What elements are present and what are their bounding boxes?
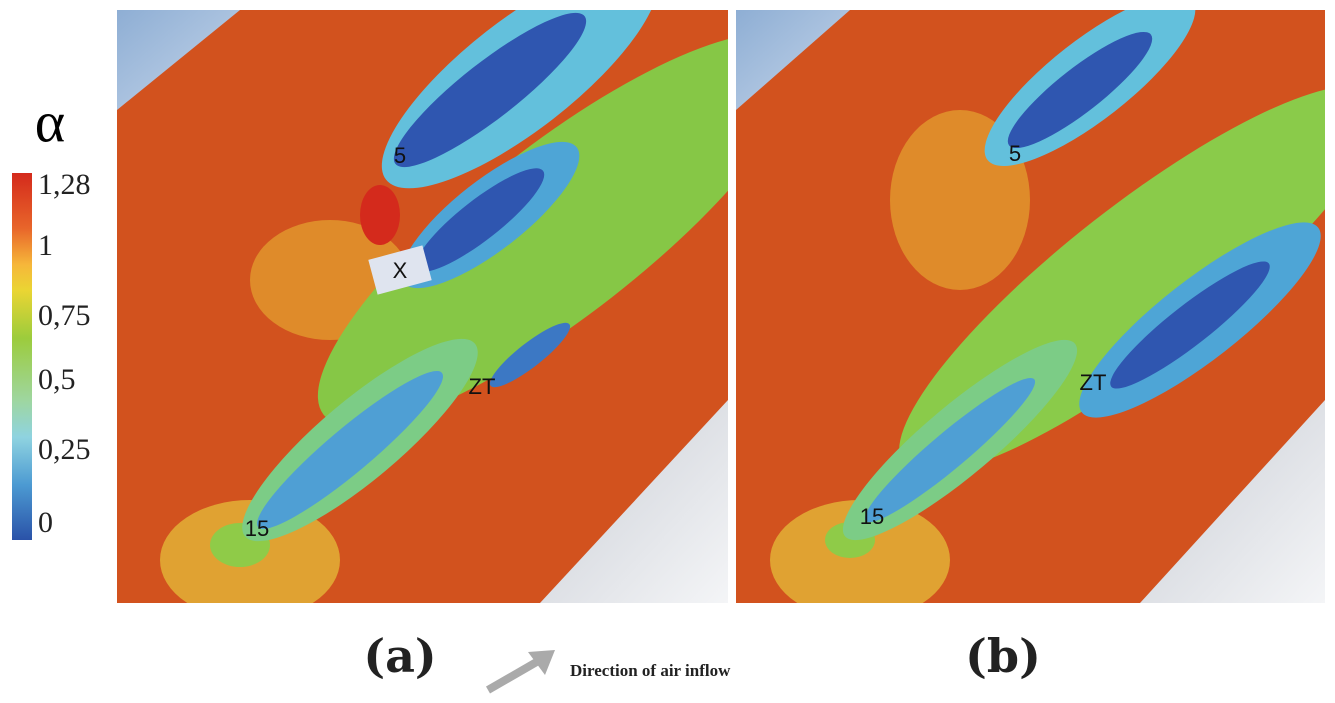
legend-tick: 0,25 (38, 433, 91, 466)
panel-label: (b) (965, 629, 1041, 683)
building-label: 15 (245, 516, 269, 541)
figure: α 1,28 1 0,75 0,5 0,25 0 5 X ZT 15 5 ZT … (0, 0, 1335, 698)
inflow-arrow (488, 660, 540, 690)
color-bar (12, 173, 32, 540)
building-label: 5 (394, 143, 406, 168)
legend-tick: 0 (38, 506, 53, 539)
arrow-caption: Direction of air inflow (570, 661, 731, 680)
legend-symbol: α (35, 89, 65, 154)
building-label: 15 (860, 504, 884, 529)
legend-tick: 0,75 (38, 299, 91, 332)
building-label: ZT (1080, 370, 1107, 395)
building-label: ZT (469, 374, 496, 399)
contour-panel (736, 0, 1335, 620)
legend-tick: 0,5 (38, 363, 76, 396)
legend-tick: 1,28 (38, 168, 91, 201)
building-label: 5 (1009, 141, 1021, 166)
building-label: X (393, 258, 408, 283)
legend-tick: 1 (38, 229, 53, 262)
panel-label: (a) (363, 629, 436, 683)
